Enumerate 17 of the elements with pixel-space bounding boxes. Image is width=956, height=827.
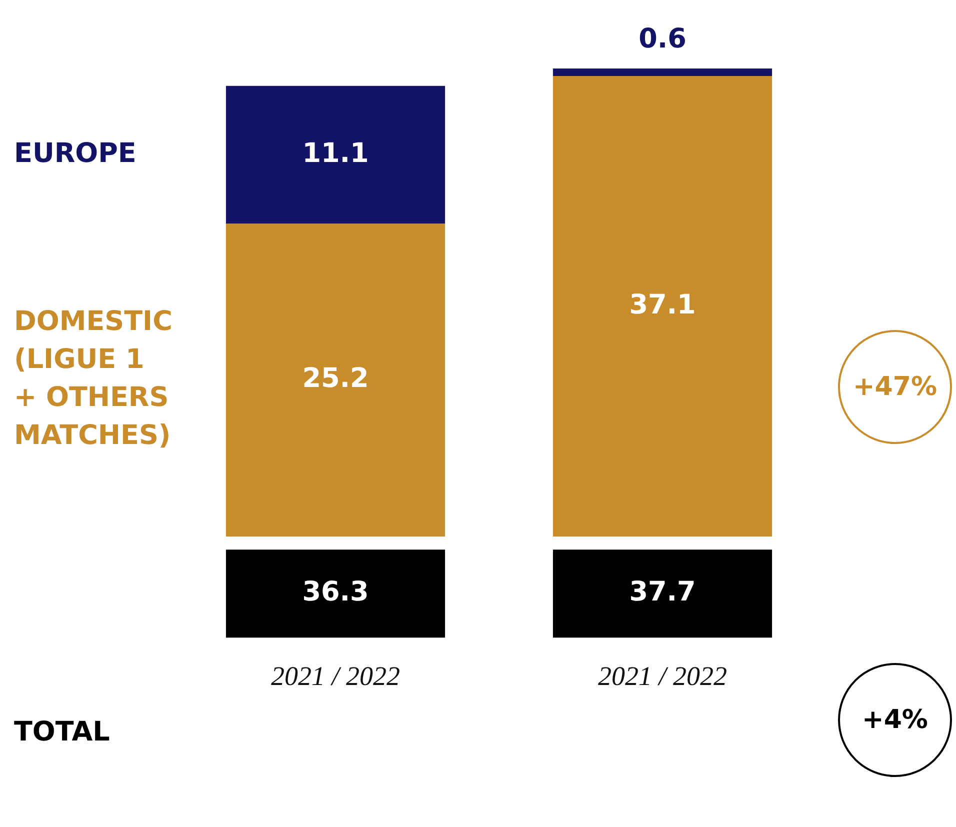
series-label: DOMESTIC (LIGUE 1 + OTHERS MATCHES) bbox=[14, 306, 172, 452]
text: +4% bbox=[862, 705, 928, 735]
data-label: 37.1 bbox=[629, 289, 696, 320]
text: +47% bbox=[852, 372, 938, 402]
total-label: 36.3 bbox=[302, 576, 369, 608]
data-label: 11.1 bbox=[302, 138, 369, 169]
text: TOTAL bbox=[14, 716, 110, 748]
bar bbox=[226, 224, 446, 537]
bar bbox=[552, 76, 772, 537]
x-tick-label: 2021 / 2022 bbox=[270, 660, 400, 691]
bar bbox=[226, 86, 446, 224]
data-label: 0.6 bbox=[638, 24, 686, 55]
data-label: 25.2 bbox=[302, 363, 369, 394]
x-tick-label: 2021 / 2022 bbox=[598, 660, 728, 691]
total-label: 37.7 bbox=[629, 576, 696, 608]
text: EUROPE bbox=[14, 138, 136, 169]
bar bbox=[552, 68, 772, 76]
